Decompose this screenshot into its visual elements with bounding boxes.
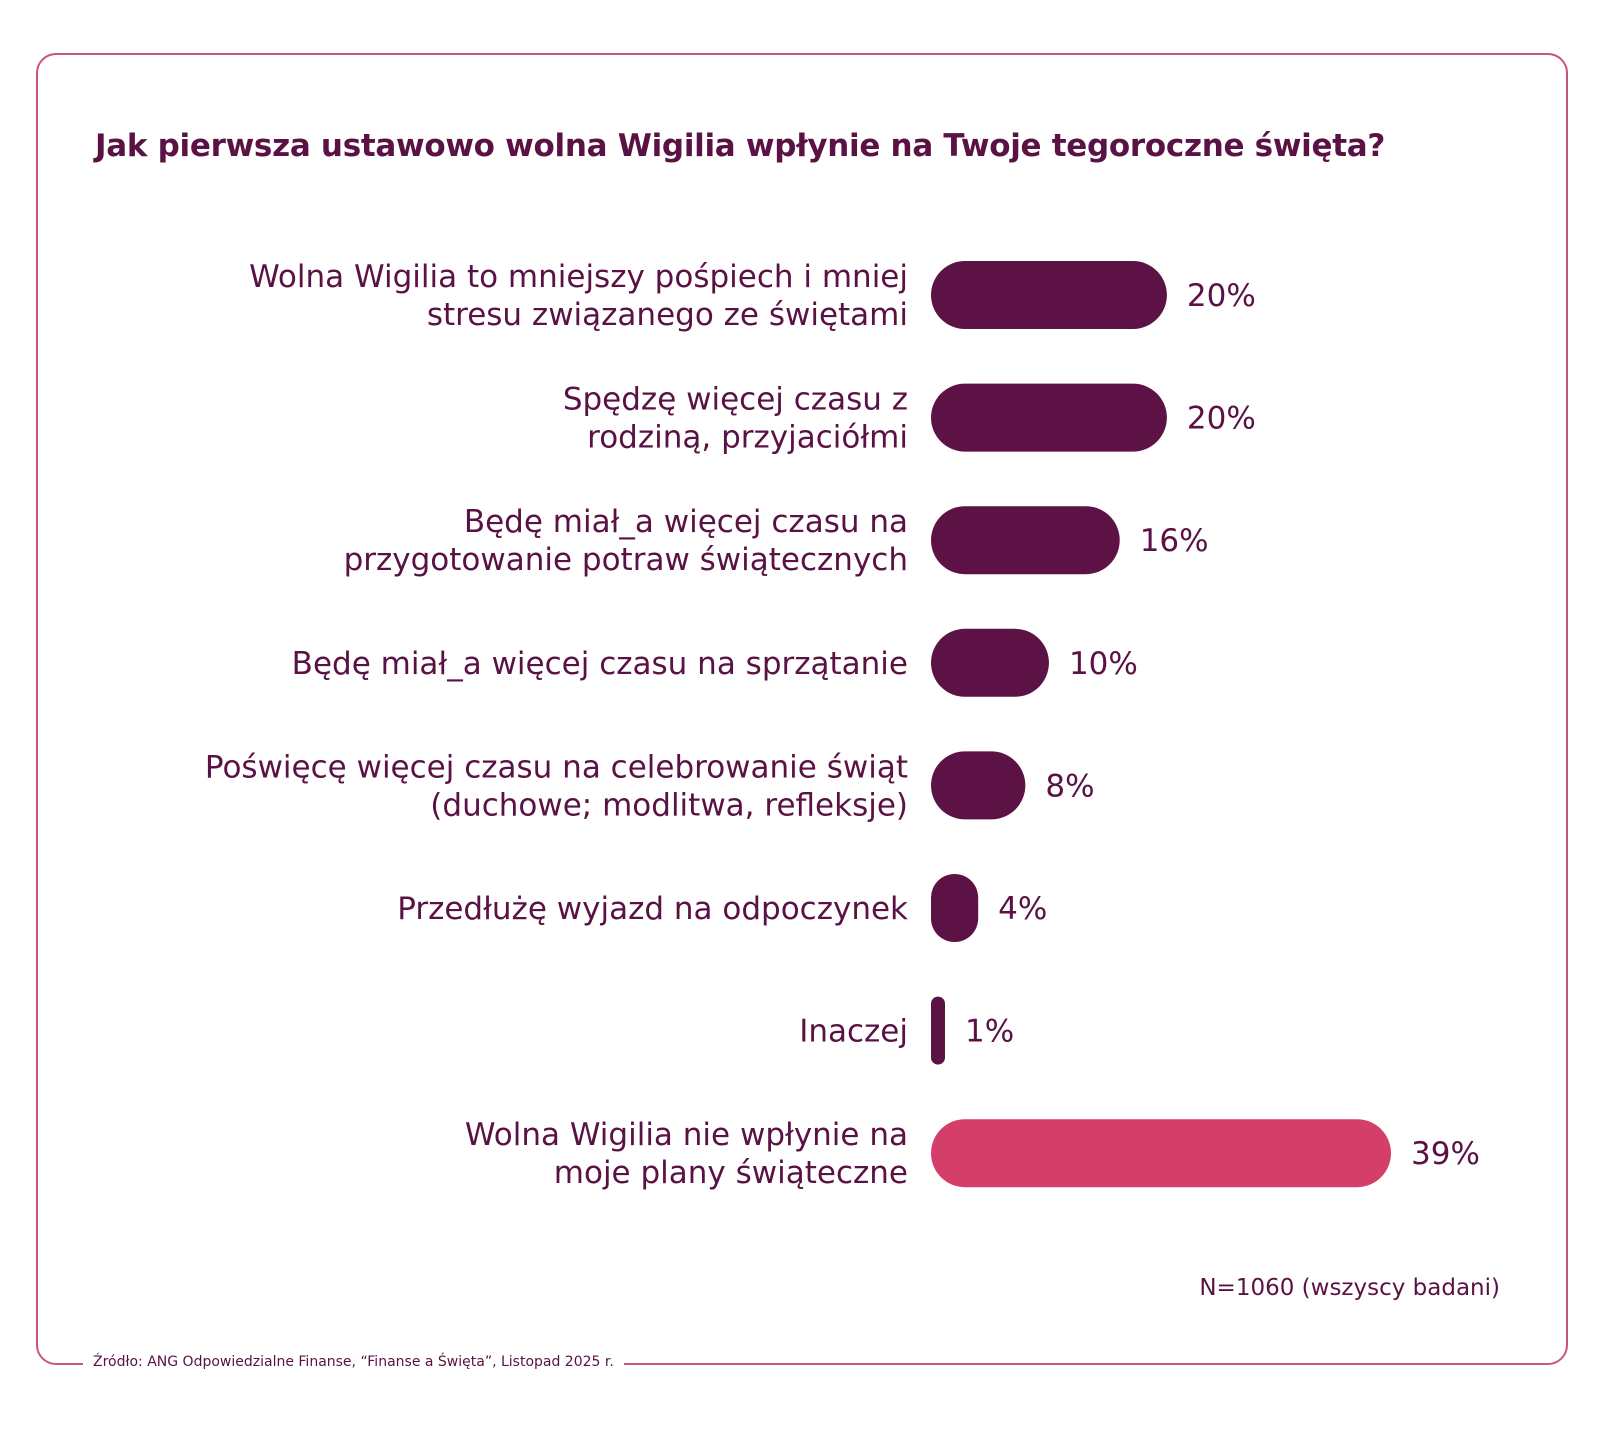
category-label-line: Będę miał_a więcej czasu na (464, 504, 908, 540)
category-label-6: Inaczej (799, 1014, 908, 1050)
bar-5 (931, 874, 979, 942)
category-label-4: Poświęcę więcej czasu na celebrowanie św… (205, 749, 908, 823)
category-label-2: Będę miał_a więcej czasu na przygotowanie… (344, 504, 908, 578)
category-label-line: stresu związanego ze świętami (427, 297, 908, 333)
category-label-line: Wolna Wigilia to mniejszy pośpiech i mni… (249, 259, 908, 295)
chart-frame (36, 53, 1568, 1365)
bar-1 (931, 383, 1167, 452)
category-label-line: Wolna Wigilia nie wpłynie na (465, 1117, 908, 1153)
category-label-1: Spędzę więcej czasu z rodziną, przyjaciół… (563, 382, 908, 456)
bar-2 (931, 506, 1120, 575)
value-label-1: 20% (1187, 401, 1256, 437)
category-label-line: Inaczej (799, 1014, 908, 1050)
category-label-line: Przedłużę wyjazd na odpoczynek (397, 891, 908, 927)
category-label-line: Będę miał_a więcej czasu na sprzątanie (292, 646, 908, 682)
category-label-7: Wolna Wigilia nie wpłynie na moje plany ś… (465, 1117, 908, 1191)
value-label-0: 20% (1187, 278, 1256, 314)
category-label-line: moje plany świąteczne (554, 1155, 908, 1191)
category-label-3: Będę miał_a więcej czasu na sprzątanie (292, 646, 908, 682)
category-label-5: Przedłużę wyjazd na odpoczynek (397, 891, 908, 927)
value-label-2: 16% (1140, 523, 1209, 559)
bar-3 (931, 628, 1049, 697)
chart-title: Jak pierwsza ustawowo wolna Wigilia wpły… (95, 128, 1386, 164)
value-label-3: 10% (1069, 646, 1138, 682)
bar-4 (931, 751, 1026, 820)
category-label-line: rodziną, przyjaciółmi (587, 420, 908, 456)
category-label-0: Wolna Wigilia to mniejszy pośpiech i mni… (249, 259, 908, 333)
value-label-6: 1% (965, 1014, 1014, 1050)
bar-7 (931, 1119, 1391, 1188)
bar-6 (931, 996, 945, 1065)
value-label-4: 8% (1045, 768, 1094, 804)
source-note: Źródło: ANG Odpowiedzialne Finanse, “Fin… (83, 1354, 624, 1370)
value-label-7: 39% (1411, 1136, 1480, 1172)
category-label-line: Poświęcę więcej czasu na celebrowanie św… (205, 749, 908, 785)
category-label-line: przygotowanie potraw świątecznych (344, 542, 908, 578)
category-label-line: Spędzę więcej czasu z (563, 382, 908, 418)
value-label-5: 4% (998, 891, 1047, 927)
sample-size-note: N=1060 (wszyscy badani) (1199, 1275, 1500, 1301)
bar-0 (931, 261, 1167, 329)
category-label-line: (duchowe; modlitwa, refleksje) (430, 787, 908, 823)
